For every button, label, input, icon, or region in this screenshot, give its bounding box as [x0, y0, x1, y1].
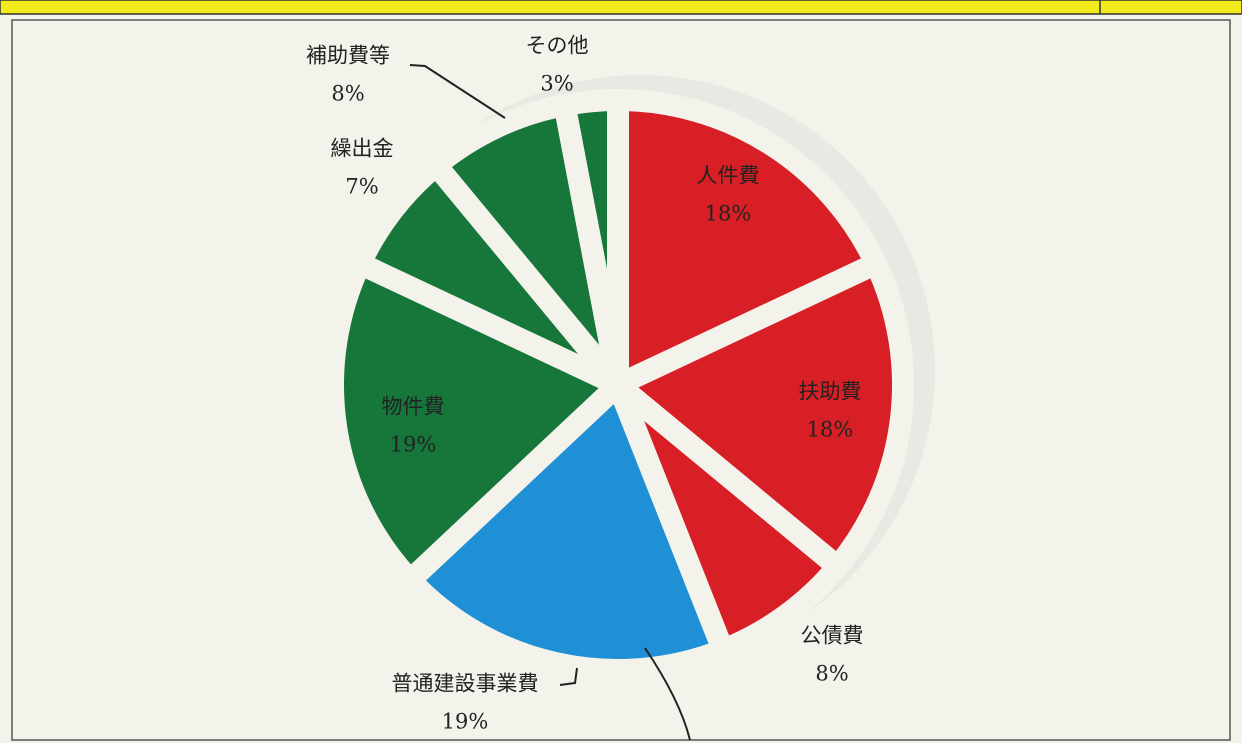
slice-label: その他 — [526, 34, 589, 58]
pie-slice — [394, 365, 738, 681]
slice-value-label: 18% — [807, 418, 854, 442]
pie-slice — [551, 88, 629, 388]
leader-line — [559, 667, 578, 686]
slices — [322, 88, 914, 681]
slice-value-label: 3% — [540, 72, 573, 96]
leader-line — [644, 647, 691, 741]
labels: 人件費 18% 扶助費 18% 公債費 8% 普通建設事業費 19% 物件費 19% 繰出金 7% 補助… — [306, 34, 864, 741]
slice-value-label: 8% — [815, 662, 848, 686]
slice-label: 物件費 — [382, 395, 445, 419]
slice-value-label: 19% — [390, 433, 437, 457]
slice-label: 普通建設事業費 — [392, 672, 539, 696]
slice-label: 補助費等 — [306, 44, 390, 68]
slice-value-label: 8% — [331, 82, 364, 106]
pie-slice — [322, 249, 638, 596]
frame — [11, 19, 1231, 741]
slice-label: 人件費 — [697, 164, 760, 188]
slice-label: 扶助費 — [799, 380, 862, 404]
slice-value-label: 18% — [705, 202, 752, 226]
leader-line — [409, 64, 506, 119]
slice-label: 繰出金 — [331, 137, 394, 161]
pie-slice — [607, 88, 891, 403]
slice-value-label: 19% — [442, 710, 489, 734]
slice-label: 公債費 — [801, 624, 864, 648]
header-strip — [0, 0, 1242, 15]
pie-slice — [597, 249, 914, 583]
slice-value-label: 7% — [345, 175, 378, 199]
